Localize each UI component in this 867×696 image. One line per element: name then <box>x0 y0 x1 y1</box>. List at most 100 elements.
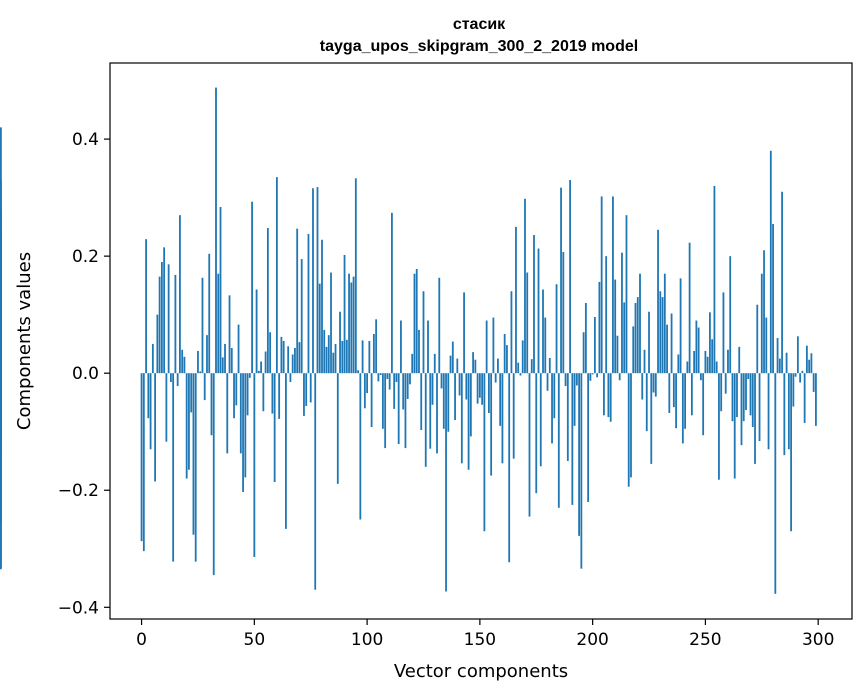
bar-component-162 <box>506 345 508 374</box>
bar-component-170 <box>524 198 526 374</box>
bar-component-101 <box>368 341 371 374</box>
bar-component-287 <box>787 373 790 450</box>
bar-component-62 <box>280 336 283 374</box>
x-axis-ticks: 0 50 100 150 200 250 300 <box>136 619 834 650</box>
bar-component-273 <box>756 304 759 374</box>
bar-component-0 <box>140 373 143 542</box>
bar-component-262 <box>731 373 734 422</box>
bar-component-108 <box>384 373 387 449</box>
bar-component-188 <box>564 373 567 387</box>
bar-component-144 <box>465 373 468 400</box>
y-tick-label: 0.4 <box>72 130 99 150</box>
bar-component-20 <box>185 373 188 479</box>
bar-component-4 <box>149 373 152 450</box>
bar-component-234 <box>668 373 671 413</box>
bar-component-110 <box>388 373 391 390</box>
bar-component-185 <box>557 373 560 508</box>
bar-component-78 <box>316 187 319 374</box>
bar-component-240 <box>681 373 684 444</box>
bar-component-236 <box>672 373 675 408</box>
bar-component-289 <box>792 373 795 407</box>
bar-component-249 <box>702 373 705 436</box>
bar-component-198 <box>587 373 590 502</box>
bar-component-106 <box>379 373 382 375</box>
bar-component-254 <box>713 185 716 374</box>
bar-component-257 <box>720 373 723 412</box>
bar-component-107 <box>381 373 384 429</box>
bar-component-8 <box>158 276 161 374</box>
bar-component-174 <box>533 235 535 374</box>
bar-component-298 <box>812 373 815 392</box>
bar-component-67 <box>291 354 294 374</box>
bar-component-9 <box>160 261 163 374</box>
bar-component-210 <box>614 279 617 374</box>
bar-component-5 <box>151 343 154 374</box>
bar-component-18 <box>181 349 184 374</box>
bar-component-100 <box>366 373 368 394</box>
bar-component-226 <box>650 373 653 464</box>
bar-component-83 <box>327 335 330 374</box>
bar-component-38 <box>226 373 229 454</box>
bar-component-81 <box>323 329 326 374</box>
bar-component-154 <box>487 373 490 413</box>
bar-component-84 <box>330 272 332 374</box>
bar-component-220 <box>636 297 639 374</box>
bar-component-72 <box>303 373 305 416</box>
bar-component-275 <box>760 273 763 374</box>
bar-component-12 <box>167 264 170 374</box>
bar-component-111 <box>391 212 393 374</box>
bar-component-123 <box>418 329 420 374</box>
bar-component-60 <box>275 177 278 374</box>
bar-component-150 <box>478 373 481 398</box>
bar-component-13 <box>169 373 172 382</box>
bar-component-179 <box>544 317 547 374</box>
bar-component-26 <box>199 371 202 374</box>
bar-component-119 <box>409 373 411 385</box>
bar-component-207 <box>607 373 610 418</box>
bar-component-211 <box>616 335 619 374</box>
bar-component-141 <box>458 373 461 396</box>
bar-component-34 <box>217 273 220 374</box>
bar-component-248 <box>699 373 702 381</box>
bar-component-6 <box>154 373 156 482</box>
bar-component-48 <box>248 373 251 378</box>
bar-component-187 <box>562 252 565 374</box>
bar-component-55 <box>264 351 267 374</box>
bar-component-145 <box>467 373 470 470</box>
bar-component-139 <box>454 373 456 421</box>
bar-component-23 <box>192 373 195 535</box>
bar-component-288 <box>790 373 792 532</box>
bar-component-182 <box>551 373 553 444</box>
bar-component-28 <box>203 373 206 401</box>
bar-component-227 <box>652 373 655 393</box>
bar-component-96 <box>357 370 359 374</box>
bar-component-193 <box>575 373 578 386</box>
bar-component-190 <box>569 180 571 374</box>
bar-component-65 <box>287 346 290 374</box>
y-tick-label: 0.0 <box>72 364 99 384</box>
bar-component-14 <box>172 373 175 562</box>
bar-component-118 <box>406 373 409 399</box>
bar-component-undefined <box>0 127 2 374</box>
x-tick-label: 0 <box>136 630 147 650</box>
bar-component-146 <box>469 373 472 437</box>
x-tick-label: 300 <box>802 630 834 650</box>
bar-component-271 <box>751 373 754 428</box>
bar-component-102 <box>370 373 373 428</box>
bar-component-15 <box>174 274 177 374</box>
bar-component-137 <box>449 355 452 374</box>
bar-component-284 <box>781 191 783 374</box>
bar-component-166 <box>515 226 517 374</box>
bar-component-133 <box>440 373 443 389</box>
bar-component-64 <box>285 373 287 529</box>
bar-component-88 <box>339 311 341 374</box>
bar-component-177 <box>539 373 542 467</box>
bar-component-25 <box>197 350 199 374</box>
bar-component-37 <box>224 343 226 374</box>
bar-component-31 <box>210 373 213 436</box>
bar-component-58 <box>271 373 274 414</box>
bar-component-233 <box>666 324 668 374</box>
bar-component-11 <box>165 373 168 442</box>
bar-component-97 <box>359 373 362 520</box>
